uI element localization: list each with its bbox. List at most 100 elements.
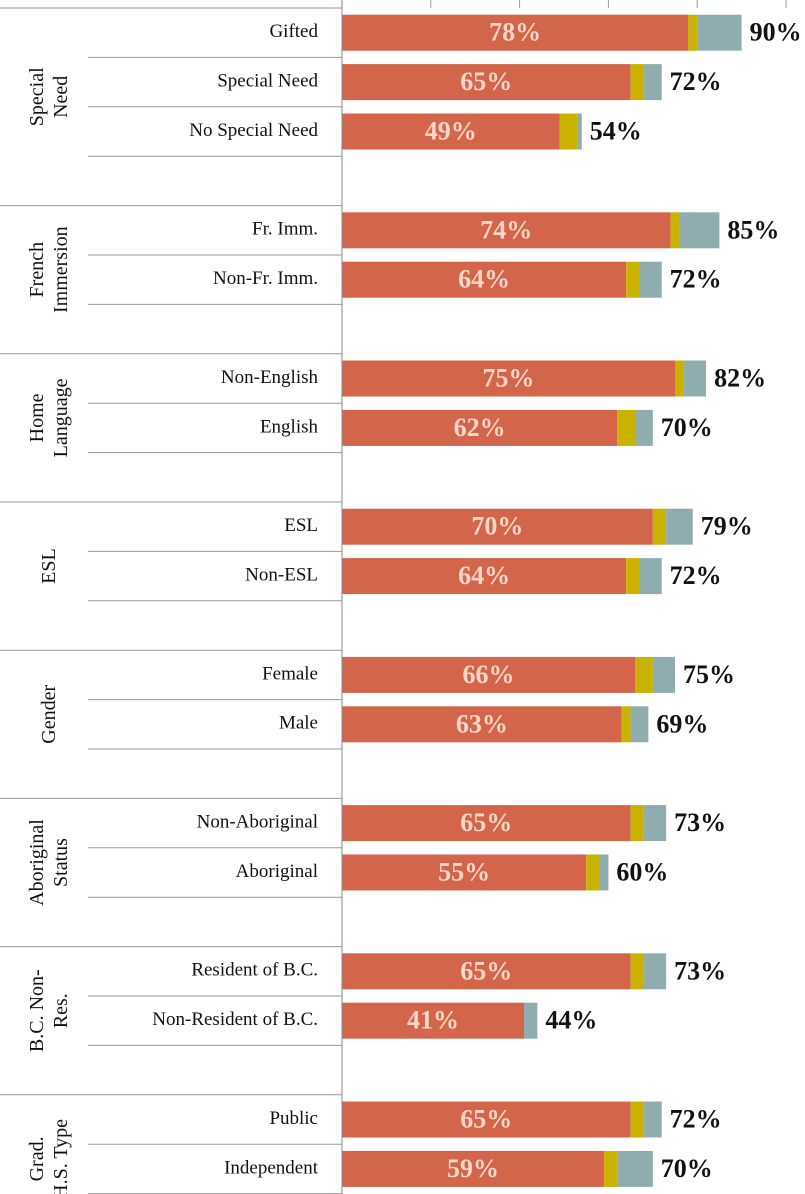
bar-segment [342,706,622,743]
group-label-line: Gender [38,685,60,744]
group-label-line: ESL [38,548,60,584]
group-label: French Immersion [26,226,72,313]
bar-segment [670,212,680,249]
total-label: 54% [590,116,642,145]
group-label-line: Immersion [50,226,72,313]
total-label: 44% [545,1006,597,1035]
value-label: 65% [460,808,512,837]
group-label: B.C. Non- Res. [26,969,72,1052]
group-label: Gender [38,685,60,744]
group-label: Aboriginal Status [26,819,72,906]
category-label: Non-ESL [245,564,318,585]
bar-segment [342,261,627,298]
bar-segment [342,854,587,891]
bar-segment [630,953,644,990]
category-label: Non-Resident of B.C. [152,1009,318,1030]
bar-segment [342,508,653,545]
group-label-line: Special [26,67,48,126]
bar-segment [342,558,627,595]
group-label-line: Status [50,838,72,887]
group-label-line: Res. [50,993,72,1028]
bar-segment [342,656,636,693]
category-label: Non-Fr. Imm. [213,268,318,289]
total-label: 72% [670,67,722,96]
group-label-line: H.S. Type [50,1119,72,1194]
bar-segment [688,14,698,51]
bar-segment [643,953,667,990]
group-label-line: Grad. [26,1136,48,1181]
bar-segment [697,14,742,51]
bar-segment [342,953,631,990]
category-label: Aboriginal [236,861,318,882]
bar-segment [342,1150,604,1187]
category-label: ESL [284,515,318,536]
value-label: 49% [425,116,477,145]
total-label: 79% [701,512,753,541]
value-label: 70% [471,512,523,541]
bar-segment [683,360,707,397]
total-label: 73% [674,808,726,837]
value-label: 66% [463,660,515,689]
category-label: Gifted [269,21,318,42]
total-label: 90% [750,18,802,47]
value-label: 41% [407,1006,459,1035]
value-label: 64% [458,265,510,294]
bar-segment [630,706,649,743]
bar-segment [617,409,636,446]
bar-segment [603,1150,618,1187]
total-label: 72% [670,265,722,294]
category-label: Non-Aboriginal [197,811,318,832]
group-label: Home Language [26,378,72,457]
value-label: 55% [438,857,490,886]
total-label: 69% [656,709,708,738]
bar-segment [342,212,671,249]
value-label: 74% [480,215,532,244]
bar-segment [635,656,653,693]
value-label: 78% [489,18,541,47]
bar-segment [342,360,675,397]
bar-segment [621,706,631,743]
bar-segment [652,656,675,693]
value-label: 65% [460,67,512,96]
bar-segment [342,1101,631,1138]
bar-segment [652,508,667,545]
bar-segment [630,1101,644,1138]
bar-segment [626,261,640,298]
total-label: 70% [661,1154,713,1183]
group-label: Grad. H.S. Type [26,1119,72,1194]
value-label: 62% [454,413,506,442]
bar-segment [666,508,693,545]
total-label: 85% [727,215,779,244]
bar-segment [342,14,689,51]
category-label: Female [262,663,318,684]
bar-segment [342,113,560,150]
bar-segment [617,1150,653,1187]
total-label: 70% [661,413,713,442]
value-label: 75% [483,363,535,392]
bar-segment [577,113,582,150]
total-label: 60% [616,857,668,886]
value-label: 63% [456,709,508,738]
bar-segment [524,1002,538,1039]
bar-segment [635,409,653,446]
bar-segment [675,360,684,397]
category-label: Resident of B.C. [191,960,318,981]
category-label: No Special Need [189,120,318,141]
value-label: 65% [460,1104,512,1133]
category-label: Non-English [221,367,319,388]
group-label-line: French [26,242,48,298]
total-label: 82% [714,363,766,392]
bar-segment [342,409,618,446]
value-label: 59% [447,1154,499,1183]
bar-segment [342,64,631,101]
bar-segment [559,113,578,150]
bar-segment [639,261,662,298]
group-label-line: Language [50,378,72,457]
bar-segment [599,854,609,891]
value-label: 64% [458,561,510,590]
group-label-line: Need [50,76,72,118]
total-label: 73% [674,956,726,985]
category-label: English [260,416,319,437]
bar-segment [643,64,662,101]
